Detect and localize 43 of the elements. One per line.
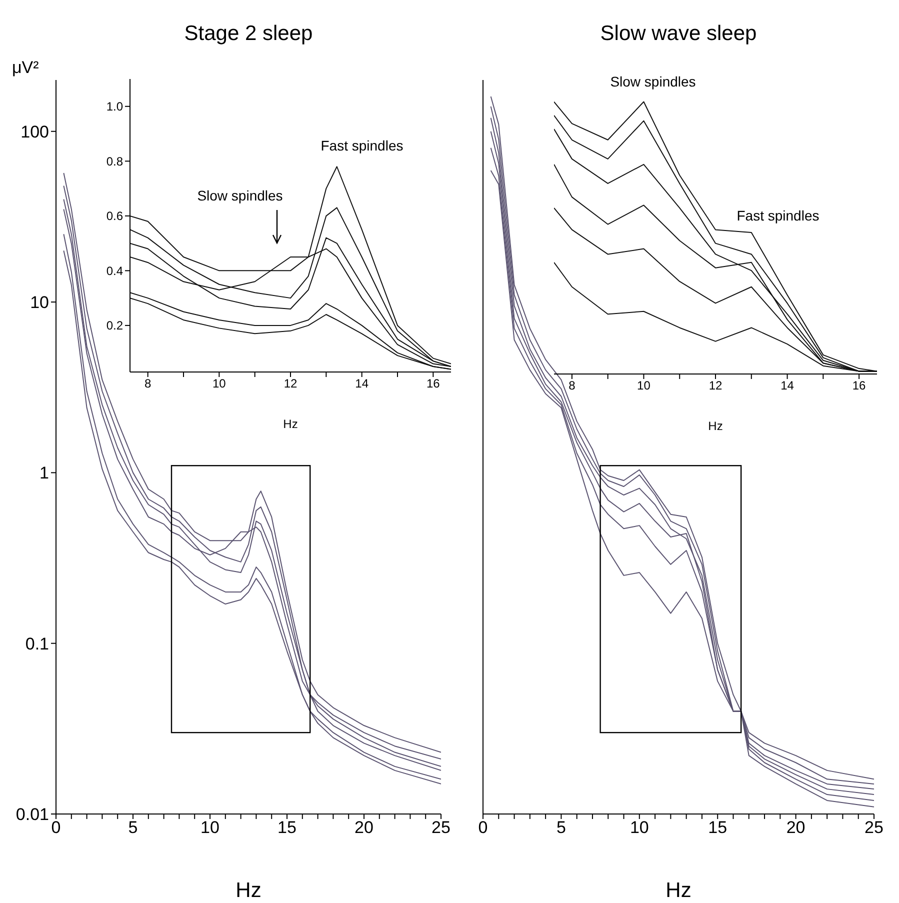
y-tick-label: 0.6: [106, 209, 124, 224]
annotation: Slow spindles: [610, 74, 696, 90]
x-tick-label: 10: [630, 818, 649, 838]
annotation: Slow spindles: [197, 188, 283, 204]
annotation: Fast spindles: [736, 208, 820, 224]
x-tick-label: 14: [780, 378, 794, 393]
chart-title: Slow wave sleep: [599, 22, 758, 46]
x-tick-label: 8: [568, 378, 576, 393]
y-tick-label: 0.2: [106, 318, 124, 333]
x-tick-label: 25: [432, 818, 450, 838]
x-tick-label: 0: [478, 818, 488, 838]
x-tick-label: 10: [637, 378, 651, 393]
x-tick-label: 5: [556, 818, 566, 838]
x-tick-label: 25: [864, 818, 884, 838]
y-tick-label: 0.1: [25, 634, 49, 654]
y-tick-label: 1: [40, 464, 49, 483]
chart-title: Stage 2 sleep: [183, 22, 314, 46]
y-tick-label: 10: [30, 293, 49, 312]
x-tick-label: 20: [354, 818, 374, 838]
x-tick-label: 10: [200, 818, 220, 838]
x-tick-label: 16: [426, 376, 440, 391]
x-axis-title: Hz: [708, 419, 723, 433]
y-tick-label: 0.8: [106, 154, 124, 168]
y-tick-label: 0.4: [106, 264, 124, 278]
x-tick-label: 15: [708, 818, 728, 838]
x-tick-label: 20: [786, 818, 806, 838]
y-axis-title: μV²: [12, 58, 39, 78]
x-tick-label: 12: [708, 378, 722, 393]
x-tick-label: 10: [212, 376, 226, 391]
x-axis-title: Hz: [236, 879, 262, 902]
x-tick-label: 8: [144, 376, 152, 391]
x-tick-label: 12: [284, 376, 298, 391]
x-axis-title: Hz: [283, 417, 298, 431]
x-axis-title: Hz: [666, 879, 692, 902]
y-tick-label: 1.0: [106, 100, 124, 114]
y-tick-label: 100: [20, 122, 49, 142]
x-tick-label: 15: [278, 818, 296, 838]
x-tick-label: 5: [128, 818, 138, 838]
x-tick-label: 14: [355, 376, 369, 391]
x-tick-label: 0: [51, 818, 61, 838]
y-tick-label: 0.01: [16, 805, 49, 824]
annotation: Fast spindles: [320, 138, 404, 154]
x-tick-label: 16: [852, 378, 866, 393]
